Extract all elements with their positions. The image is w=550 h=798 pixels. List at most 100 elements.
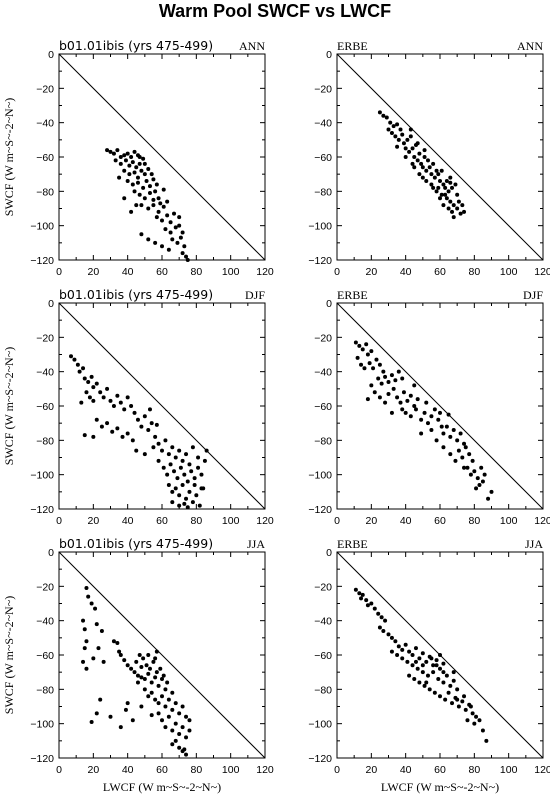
scatter-point xyxy=(405,659,410,664)
x-tick-label: 120 xyxy=(256,515,274,527)
scatter-point xyxy=(448,434,453,439)
scatter-point xyxy=(475,476,480,481)
y-tick-label: −20 xyxy=(314,83,332,95)
scatter-point xyxy=(146,167,151,172)
y-tick-label: −20 xyxy=(36,332,54,344)
scatter-point xyxy=(381,369,386,374)
scatter-point xyxy=(130,182,135,187)
scatter-point xyxy=(451,215,456,220)
x-tick-label: 80 xyxy=(468,764,480,776)
panel-obs-ann: 0 20 40 60 80 100 120 0 −20 −40 −60 −80 −100 −120 ERBE… xyxy=(308,39,550,278)
scatter-point xyxy=(134,448,139,453)
scatter-point xyxy=(122,168,127,173)
scatter-point xyxy=(438,179,442,184)
y-tick-label: −60 xyxy=(314,401,332,413)
scatter-point xyxy=(160,694,164,699)
scatter-point xyxy=(383,374,388,379)
scatter-point xyxy=(439,168,444,173)
scatter-point xyxy=(163,725,168,730)
scatter-point xyxy=(417,680,422,685)
scatter-point xyxy=(154,215,159,220)
scatter-point xyxy=(438,410,442,415)
scatter-point xyxy=(360,347,365,352)
scatter-point xyxy=(146,671,151,676)
scatter-point xyxy=(168,230,173,235)
scatter-point xyxy=(400,407,405,412)
scatter-point xyxy=(91,385,96,390)
scatter-point xyxy=(479,465,484,470)
y-tick-label: −60 xyxy=(314,650,332,662)
scatter-point xyxy=(386,632,391,637)
scatter-point xyxy=(153,189,158,194)
y-tick-label: −100 xyxy=(30,221,54,233)
scatter-point xyxy=(180,482,185,487)
scatter-point xyxy=(194,493,199,498)
y-tick-label: −40 xyxy=(36,367,54,379)
scatter-point xyxy=(395,122,400,127)
scatter-point xyxy=(142,687,147,692)
scatter-point xyxy=(129,404,134,408)
panels-group: 0 20 40 60 80 100 120 0 −20 −40 −60 −80 −100 −120 b01.… xyxy=(2,38,550,794)
scatter-point xyxy=(111,151,116,156)
x-tick-label: 60 xyxy=(434,515,446,527)
y-tick-label: −20 xyxy=(36,581,54,593)
scatter-point xyxy=(135,680,140,685)
scatter-point xyxy=(165,213,170,218)
y-tick-label: −100 xyxy=(308,470,332,482)
scatter-point xyxy=(170,728,175,733)
scatter-point xyxy=(357,343,362,348)
scatter-point xyxy=(187,462,192,467)
scatter-point xyxy=(156,683,161,688)
scatter-point xyxy=(391,386,396,391)
scatter-point xyxy=(120,434,125,439)
scatter-points xyxy=(353,340,494,501)
scatter-point xyxy=(96,646,101,651)
scatter-point xyxy=(177,503,182,508)
scatter-point xyxy=(376,376,381,381)
x-tick-label: 100 xyxy=(222,515,240,527)
scatter-point xyxy=(105,148,110,153)
y-tick-label: −120 xyxy=(308,255,332,267)
scatter-point xyxy=(101,395,106,400)
scatter-point xyxy=(173,225,178,230)
y-tick-label: 0 xyxy=(48,298,54,310)
scatter-point xyxy=(450,185,455,190)
scatter-point xyxy=(122,658,127,663)
scatter-point xyxy=(422,148,427,153)
scatter-point xyxy=(172,211,177,216)
scatter-point xyxy=(82,646,87,651)
y-tick-label: −100 xyxy=(30,470,54,482)
scatter-point xyxy=(460,455,465,460)
scatter-point xyxy=(360,592,365,597)
scatter-point xyxy=(180,251,185,256)
scatter-point xyxy=(383,618,388,623)
scatter-point xyxy=(419,431,424,436)
y-tick-label: −20 xyxy=(36,83,54,95)
scatter-point xyxy=(436,185,441,190)
scatter-point xyxy=(156,441,161,446)
scatter-point xyxy=(125,431,130,436)
scatter-point xyxy=(144,179,149,184)
x-axis-label: LWCF (W m~S~-2~N~) xyxy=(381,780,499,794)
scatter-point xyxy=(137,653,142,657)
scatter-point xyxy=(355,355,360,360)
scatter-point xyxy=(146,206,151,211)
y-tick-label: −80 xyxy=(36,186,54,198)
scatter-point xyxy=(146,694,151,699)
scatter-point xyxy=(446,189,451,194)
scatter-point xyxy=(125,151,130,156)
scatter-point xyxy=(173,701,178,706)
scatter-point xyxy=(429,414,434,419)
y-tick-label: −40 xyxy=(314,367,332,379)
x-tick-label: 20 xyxy=(87,764,99,776)
scatter-point xyxy=(439,424,444,429)
y-tick-label: −100 xyxy=(308,221,332,233)
scatter-point xyxy=(415,397,420,402)
y-tick-label: −120 xyxy=(30,753,54,765)
scatter-point xyxy=(410,161,415,166)
scatter-point xyxy=(477,482,482,487)
scatter-point xyxy=(141,156,146,161)
scatter-point xyxy=(108,714,113,719)
scatter-point xyxy=(139,168,144,173)
scatter-point xyxy=(196,465,201,470)
